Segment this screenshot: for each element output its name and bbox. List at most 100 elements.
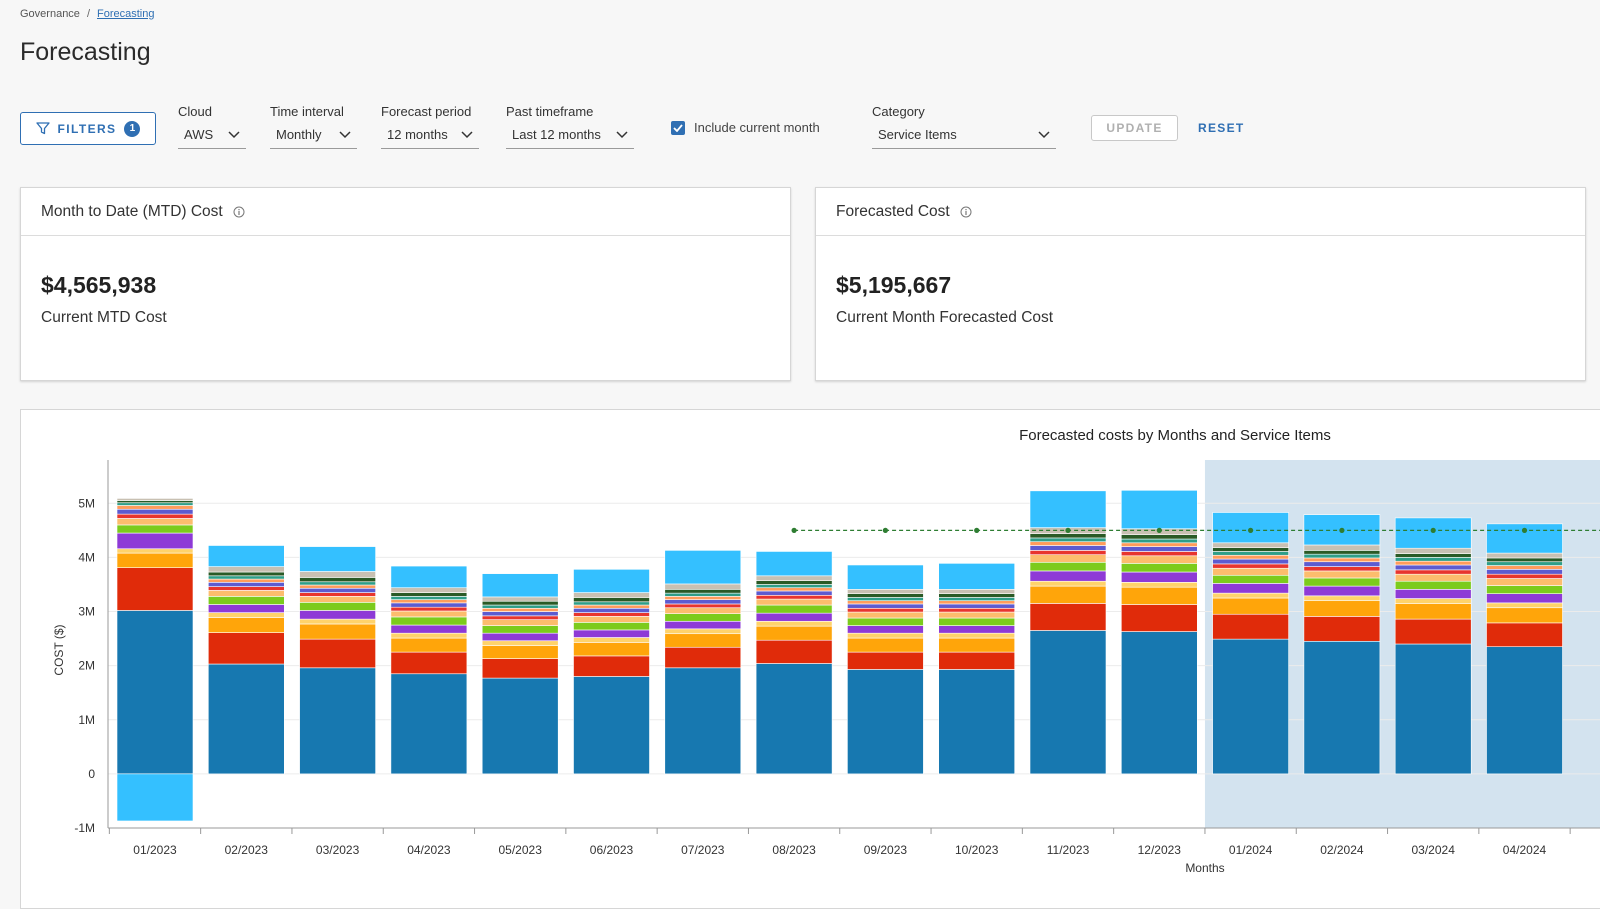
bar-segment[interactable] — [847, 589, 923, 593]
bar-segment[interactable] — [391, 600, 467, 603]
bar-segment[interactable] — [1487, 566, 1563, 570]
bar-segment[interactable] — [574, 642, 650, 656]
bar-segment[interactable] — [756, 584, 832, 587]
bar-segment[interactable] — [1030, 538, 1106, 542]
bar-segment[interactable] — [300, 593, 376, 597]
forecast-period-select[interactable]: 12 months — [381, 127, 479, 149]
bar-segment[interactable] — [1213, 551, 1289, 555]
bar-segment[interactable] — [482, 616, 558, 620]
category-select[interactable]: Service Items — [872, 127, 1056, 149]
bar-segment[interactable] — [574, 676, 650, 773]
bar-segment[interactable] — [1304, 545, 1380, 550]
bar-segment[interactable] — [1304, 578, 1380, 586]
bar-segment[interactable] — [1304, 601, 1380, 617]
bar-segment[interactable] — [1213, 555, 1289, 559]
bar-segment[interactable] — [1121, 543, 1197, 547]
bar-segment[interactable] — [939, 652, 1015, 669]
bar-segment[interactable] — [117, 525, 193, 533]
update-button[interactable]: UPDATE — [1091, 115, 1178, 141]
bar-segment[interactable] — [1213, 568, 1289, 575]
trend-point[interactable] — [1065, 528, 1070, 533]
bar-segment[interactable] — [391, 566, 467, 588]
bar-segment[interactable] — [756, 595, 832, 599]
bar-segment[interactable] — [665, 596, 741, 599]
bar-segment[interactable] — [1487, 569, 1563, 574]
bar-segment[interactable] — [1395, 548, 1471, 553]
bar-stack-04-2023[interactable] — [391, 566, 467, 774]
bar-stack-09-2023[interactable] — [847, 565, 923, 774]
bar-segment[interactable] — [665, 600, 741, 604]
trend-point[interactable] — [1522, 528, 1527, 533]
bar-segment[interactable] — [574, 630, 650, 638]
bar-segment[interactable] — [1121, 632, 1197, 774]
bar-segment[interactable] — [208, 582, 284, 586]
bar-segment[interactable] — [574, 605, 650, 608]
bar-segment[interactable] — [939, 604, 1015, 608]
bar-segment[interactable] — [939, 589, 1015, 593]
bar-segment[interactable] — [208, 546, 284, 567]
bar-segment[interactable] — [574, 593, 650, 598]
bar-segment[interactable] — [482, 633, 558, 641]
bar-segment[interactable] — [391, 593, 467, 597]
bar-segment[interactable] — [756, 591, 832, 595]
bar-segment[interactable] — [300, 624, 376, 639]
bar-segment[interactable] — [1213, 559, 1289, 564]
bar-segment[interactable] — [482, 620, 558, 626]
trend-point[interactable] — [1248, 528, 1253, 533]
bar-segment[interactable] — [391, 607, 467, 611]
bar-segment[interactable] — [391, 674, 467, 774]
bar-segment[interactable] — [847, 608, 923, 612]
bar-segment[interactable] — [300, 639, 376, 668]
bar-segment[interactable] — [939, 612, 1015, 618]
bar-segment[interactable] — [847, 633, 923, 638]
bar-segment[interactable] — [1304, 567, 1380, 571]
bar-segment[interactable] — [300, 596, 376, 602]
bar-segment[interactable] — [756, 613, 832, 621]
bar-segment[interactable] — [1395, 570, 1471, 574]
bar-segment[interactable] — [1030, 546, 1106, 551]
bar-segment[interactable] — [300, 588, 376, 592]
bar-segment[interactable] — [665, 621, 741, 629]
bar-segment[interactable] — [665, 634, 741, 648]
bar-segment[interactable] — [665, 614, 741, 622]
bar-segment[interactable] — [1304, 641, 1380, 774]
bar-segment[interactable] — [1487, 553, 1563, 558]
bar-segment[interactable] — [847, 594, 923, 598]
bar-segment[interactable] — [665, 647, 741, 668]
bar-segment[interactable] — [1487, 574, 1563, 578]
bar-segment[interactable] — [847, 601, 923, 604]
bar-segment[interactable] — [1395, 518, 1471, 548]
bar-segment[interactable] — [665, 593, 741, 596]
bar-segment[interactable] — [1487, 594, 1563, 603]
bar-segment[interactable] — [1395, 557, 1471, 561]
bar-segment[interactable] — [1395, 554, 1471, 558]
bar-segment[interactable] — [482, 612, 558, 616]
bar-stack-07-2023[interactable] — [665, 550, 741, 774]
bar-segment[interactable] — [1030, 603, 1106, 630]
bar-segment[interactable] — [1395, 574, 1471, 581]
bar-segment[interactable] — [939, 618, 1015, 626]
include-current-month-checkbox[interactable]: Include current month — [671, 120, 820, 135]
bar-segment[interactable] — [574, 638, 650, 643]
bar-segment[interactable] — [1487, 586, 1563, 594]
bar-segment[interactable] — [847, 669, 923, 773]
bar-segment[interactable] — [1030, 571, 1106, 581]
bar-segment[interactable] — [482, 641, 558, 646]
bar-segment[interactable] — [1030, 534, 1106, 538]
bar-stack-08-2023[interactable] — [756, 551, 832, 773]
filters-button[interactable]: FILTERS 1 — [20, 112, 156, 145]
bar-segment[interactable] — [482, 659, 558, 678]
bar-segment[interactable] — [1213, 512, 1289, 542]
trend-point[interactable] — [792, 528, 797, 533]
bar-segment[interactable] — [117, 509, 193, 514]
bar-segment[interactable] — [117, 518, 193, 524]
bar-segment[interactable] — [574, 602, 650, 605]
bar-stack-05-2023[interactable] — [482, 574, 558, 774]
bar-segment[interactable] — [391, 596, 467, 599]
bar-segment[interactable] — [208, 617, 284, 632]
bar-segment[interactable] — [1213, 583, 1289, 593]
bar-segment[interactable] — [1213, 543, 1289, 548]
bar-stack-03-2023[interactable] — [300, 547, 376, 774]
bar-segment[interactable] — [208, 664, 284, 774]
bar-segment[interactable] — [1121, 490, 1197, 528]
